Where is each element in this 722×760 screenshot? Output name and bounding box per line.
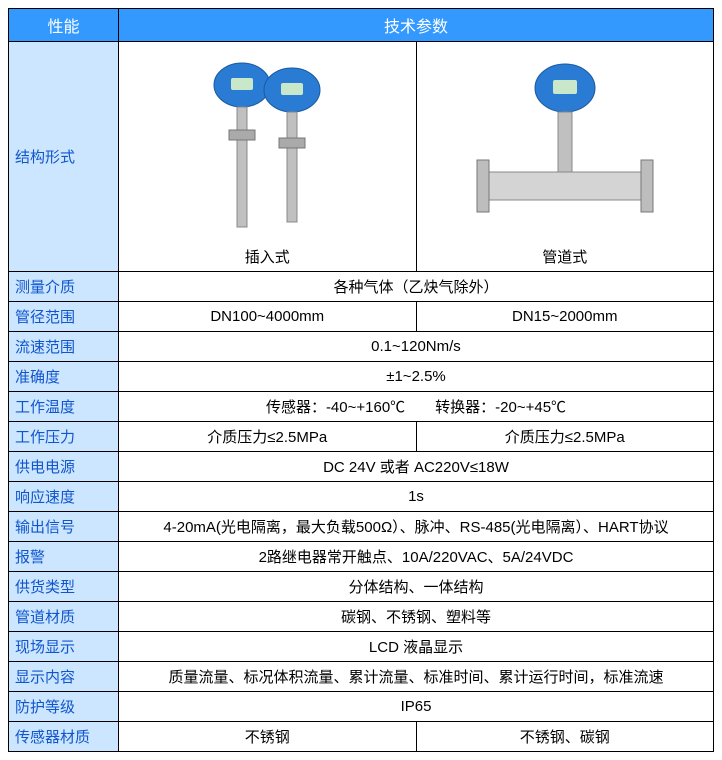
spec-table: 性能 技术参数 结构形式 插入式 bbox=[8, 8, 714, 752]
table-row: 工作压力介质压力≤2.5MPa介质压力≤2.5MPa bbox=[9, 422, 714, 452]
row-value: 分体结构、一体结构 bbox=[119, 572, 714, 602]
row-label: 工作温度 bbox=[9, 392, 119, 422]
row-value: IP65 bbox=[119, 692, 714, 722]
table-row: 输出信号4-20mA(光电隔离，最大负载500Ω）、脉冲、RS-485(光电隔离… bbox=[9, 512, 714, 542]
row-value: 各种气体（乙炔气除外） bbox=[119, 272, 714, 302]
row-value-b: 介质压力≤2.5MPa bbox=[416, 422, 714, 452]
structure-type-a: 插入式 bbox=[119, 42, 417, 272]
row-label: 供货类型 bbox=[9, 572, 119, 602]
structure-type-b: 管道式 bbox=[416, 42, 714, 272]
row-value: 1s bbox=[119, 482, 714, 512]
row-value-a: DN100~4000mm bbox=[119, 302, 417, 332]
row-value: LCD 液晶显示 bbox=[119, 632, 714, 662]
table-row: 报警2路继电器常开触点、10A/220VAC、5A/24VDC bbox=[9, 542, 714, 572]
table-row: 工作温度传感器：-40~+160℃ 转换器：-20~+45℃ bbox=[9, 392, 714, 422]
row-label: 供电电源 bbox=[9, 452, 119, 482]
row-value-a: 介质压力≤2.5MPa bbox=[119, 422, 417, 452]
row-label: 现场显示 bbox=[9, 632, 119, 662]
table-row: 防护等级IP65 bbox=[9, 692, 714, 722]
table-row: 供货类型分体结构、一体结构 bbox=[9, 572, 714, 602]
structure-type-b-caption: 管道式 bbox=[417, 246, 714, 267]
row-value: 质量流量、标况体积流量、累计流量、标准时间、累计运行时间，标准流速 bbox=[119, 662, 714, 692]
table-row: 流速范围0.1~120Nm/s bbox=[9, 332, 714, 362]
inline-flowmeter-icon bbox=[455, 60, 675, 250]
row-value: 传感器：-40~+160℃ 转换器：-20~+45℃ bbox=[119, 392, 714, 422]
row-value-b: DN15~2000mm bbox=[416, 302, 714, 332]
row-label: 管道材质 bbox=[9, 602, 119, 632]
header-performance: 性能 bbox=[9, 9, 119, 42]
row-value: DC 24V 或者 AC220V≤18W bbox=[119, 452, 714, 482]
row-value: ±1~2.5% bbox=[119, 362, 714, 392]
structure-row: 结构形式 插入式 bbox=[9, 42, 714, 272]
table-row: 现场显示LCD 液晶显示 bbox=[9, 632, 714, 662]
row-value: 0.1~120Nm/s bbox=[119, 332, 714, 362]
row-label: 输出信号 bbox=[9, 512, 119, 542]
table-row: 准确度±1~2.5% bbox=[9, 362, 714, 392]
row-label: 报警 bbox=[9, 542, 119, 572]
row-value: 碳钢、不锈钢、塑料等 bbox=[119, 602, 714, 632]
row-label: 准确度 bbox=[9, 362, 119, 392]
table-row: 管道材质碳钢、不锈钢、塑料等 bbox=[9, 602, 714, 632]
row-label: 防护等级 bbox=[9, 692, 119, 722]
row-label: 传感器材质 bbox=[9, 722, 119, 752]
table-row: 供电电源DC 24V 或者 AC220V≤18W bbox=[9, 452, 714, 482]
row-value-a: 不锈钢 bbox=[119, 722, 417, 752]
insertion-flowmeter-icon bbox=[187, 60, 347, 250]
row-label: 显示内容 bbox=[9, 662, 119, 692]
row-label: 流速范围 bbox=[9, 332, 119, 362]
structure-label: 结构形式 bbox=[9, 42, 119, 272]
header-params: 技术参数 bbox=[119, 9, 714, 42]
row-value-b: 不锈钢、碳钢 bbox=[416, 722, 714, 752]
table-row: 传感器材质不锈钢不锈钢、碳钢 bbox=[9, 722, 714, 752]
table-row: 测量介质各种气体（乙炔气除外） bbox=[9, 272, 714, 302]
row-label: 管径范围 bbox=[9, 302, 119, 332]
table-row: 显示内容质量流量、标况体积流量、累计流量、标准时间、累计运行时间，标准流速 bbox=[9, 662, 714, 692]
spec-table-body: 性能 技术参数 结构形式 插入式 bbox=[9, 9, 714, 752]
table-row: 管径范围DN100~4000mmDN15~2000mm bbox=[9, 302, 714, 332]
row-label: 工作压力 bbox=[9, 422, 119, 452]
header-row: 性能 技术参数 bbox=[9, 9, 714, 42]
row-value: 4-20mA(光电隔离，最大负载500Ω）、脉冲、RS-485(光电隔离）、HA… bbox=[119, 512, 714, 542]
row-label: 测量介质 bbox=[9, 272, 119, 302]
row-label: 响应速度 bbox=[9, 482, 119, 512]
structure-type-a-caption: 插入式 bbox=[119, 246, 416, 267]
row-value: 2路继电器常开触点、10A/220VAC、5A/24VDC bbox=[119, 542, 714, 572]
table-row: 响应速度1s bbox=[9, 482, 714, 512]
